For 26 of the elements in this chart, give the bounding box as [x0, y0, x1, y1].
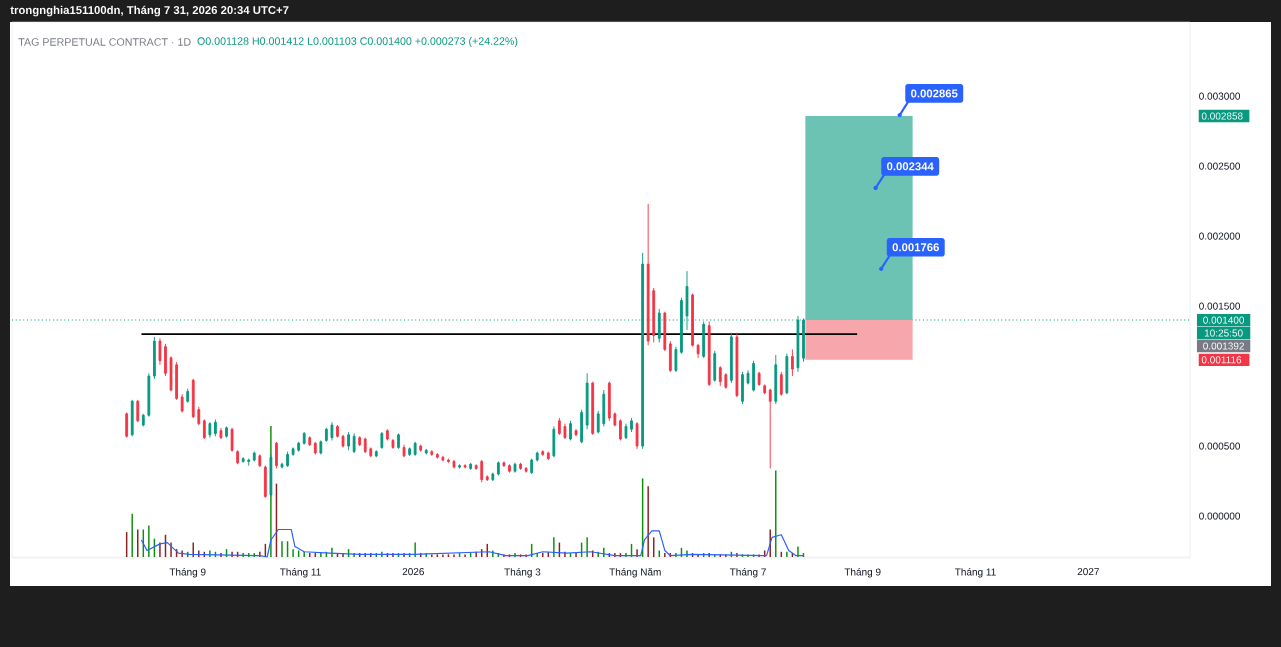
- x-tick-label: Tháng 9: [844, 568, 881, 578]
- annotation: 0.001766: [892, 243, 939, 252]
- text: 10:25:50: [1204, 329, 1243, 337]
- text: 0.001392: [1203, 342, 1244, 350]
- y-tick-label: 0.002000: [1199, 232, 1241, 240]
- annotation: O0.001128 H0.001412 L0.001103 C0.001400 +0.000273 (+24.22%): [197, 37, 518, 47]
- chart-subtitle: trongnghia151100dn, Tháng 7 31, 2026 20:34 UTC+7: [10, 5, 289, 17]
- ref-line-label: 0.001400: [1203, 316, 1245, 324]
- x-tick-label: Tháng 3: [504, 568, 541, 578]
- x-tick-label: 2027: [1077, 568, 1099, 576]
- y-tick-label: 0.002858: [1201, 112, 1243, 120]
- y-tick-label: 0.001500: [1199, 302, 1241, 310]
- x-tick-label: Tháng 11: [954, 568, 996, 578]
- annotation: 0.002865: [911, 89, 958, 98]
- annotation: 0.002344: [887, 162, 934, 171]
- x-tick-label: 2026: [402, 568, 424, 576]
- text: TAG PERPETUAL CONTRACT · 1D: [18, 38, 191, 46]
- x-tick-label: Tháng 7: [729, 568, 766, 578]
- y-tick-label: 0.000500: [1199, 442, 1241, 450]
- y-tick-label: 0.002500: [1199, 162, 1241, 170]
- x-tick-label: Tháng Năm: [609, 568, 661, 578]
- y-tick-label: 0.000000: [1199, 512, 1241, 520]
- y-tick-label: 0.003000: [1199, 92, 1241, 100]
- y-tick-label: 0.001116: [1201, 356, 1242, 364]
- x-tick-label: Tháng 9: [169, 568, 206, 578]
- x-tick-label: Tháng 11: [279, 568, 321, 578]
